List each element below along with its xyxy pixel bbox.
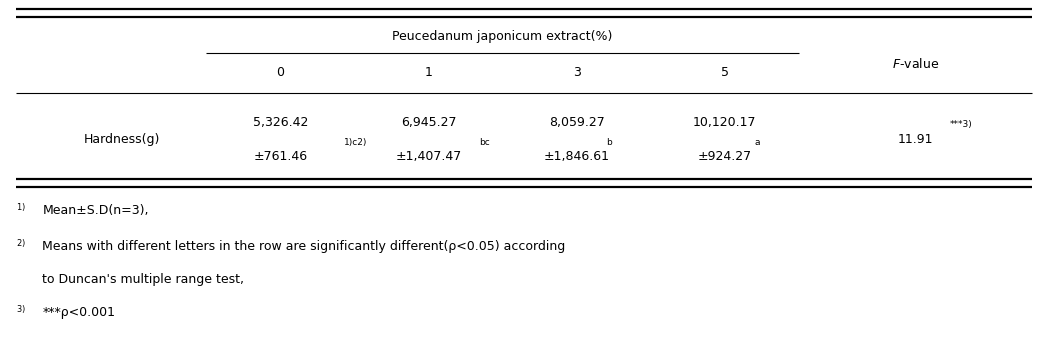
Text: 8,059.27: 8,059.27 (549, 116, 604, 129)
Text: 5: 5 (720, 66, 729, 79)
Text: 6,945.27: 6,945.27 (401, 116, 456, 129)
Text: 0: 0 (276, 66, 285, 79)
Text: 1)c2): 1)c2) (344, 138, 367, 147)
Text: $\mathit{F}$-value: $\mathit{F}$-value (892, 57, 938, 71)
Text: a: a (754, 138, 760, 147)
Text: 10,120.17: 10,120.17 (693, 116, 756, 129)
Text: Hardness(g): Hardness(g) (84, 133, 160, 146)
Text: b: b (606, 138, 612, 147)
Text: bc: bc (479, 138, 490, 147)
Text: ±924.27: ±924.27 (697, 150, 752, 164)
Text: 11.91: 11.91 (897, 133, 933, 146)
Text: $^{2)}$: $^{2)}$ (16, 240, 25, 253)
Text: Mean±S.D(n=3),: Mean±S.D(n=3), (42, 204, 149, 217)
Text: Peucedanum japonicum extract(%): Peucedanum japonicum extract(%) (393, 30, 613, 43)
Text: 3: 3 (572, 66, 581, 79)
Text: $^{3)}$: $^{3)}$ (16, 306, 25, 319)
Text: to Duncan's multiple range test,: to Duncan's multiple range test, (42, 273, 244, 286)
Text: ±761.46: ±761.46 (253, 150, 308, 164)
Text: ***ρ<0.001: ***ρ<0.001 (42, 306, 115, 319)
Text: ***3): ***3) (950, 120, 973, 129)
Text: Means with different letters in the row are significantly different(ρ<0.05) acco: Means with different letters in the row … (42, 240, 566, 253)
Text: 5,326.42: 5,326.42 (253, 116, 308, 129)
Text: $^{1)}$: $^{1)}$ (16, 204, 25, 217)
Text: ±1,846.61: ±1,846.61 (544, 150, 609, 164)
Text: ±1,407.47: ±1,407.47 (396, 150, 461, 164)
Text: 1: 1 (424, 66, 433, 79)
